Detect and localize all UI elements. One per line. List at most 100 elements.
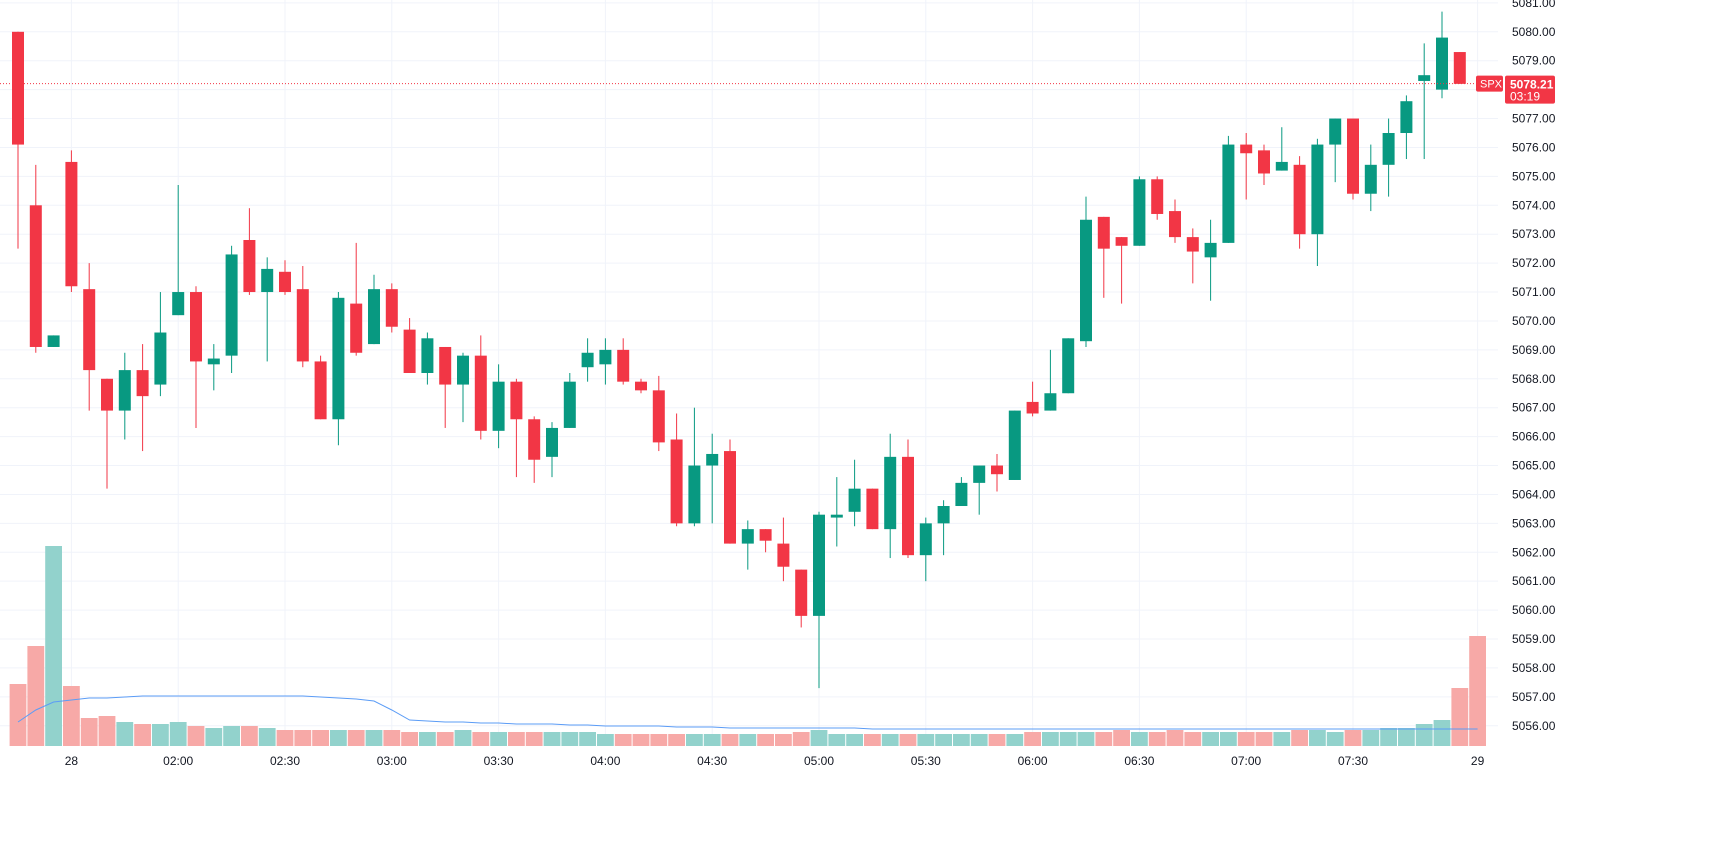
time-tick-label: 03:30	[484, 754, 514, 768]
candle	[1258, 144, 1270, 186]
price-tick-label: 5076.00	[1512, 140, 1556, 154]
candle-body	[973, 465, 986, 483]
candle	[581, 338, 594, 382]
volume-bar	[1362, 730, 1380, 746]
candle-body	[190, 292, 202, 362]
candle	[403, 318, 416, 373]
volume-bar	[258, 728, 276, 746]
candle	[279, 260, 291, 295]
candle	[706, 433, 719, 524]
volume-bar	[1148, 732, 1166, 746]
chart-grid	[0, 0, 1498, 746]
price-tick-label: 5081.00	[1512, 0, 1556, 10]
volume-bar	[152, 724, 169, 746]
volume-bar	[899, 734, 917, 746]
candle-body	[421, 338, 434, 373]
price-tick-label: 5067.00	[1512, 401, 1556, 415]
candle	[1293, 156, 1306, 249]
candle-body	[1329, 118, 1342, 145]
price-candles	[12, 11, 1466, 689]
volume-bar	[650, 734, 668, 746]
time-tick-label: 07:00	[1231, 754, 1261, 768]
candle	[243, 208, 256, 295]
candle-body	[652, 390, 665, 443]
candle-body	[368, 289, 380, 345]
candle-body	[1186, 237, 1199, 252]
candle-body	[919, 523, 932, 556]
price-badge	[1505, 75, 1555, 104]
price-tick-label: 5061.00	[1512, 574, 1556, 588]
candle-body	[1275, 161, 1288, 171]
volume-bar	[330, 730, 347, 746]
volume-bar	[1255, 732, 1273, 746]
volume-bar	[205, 728, 223, 746]
candle	[368, 274, 380, 345]
candle	[136, 344, 149, 452]
price-tick-label: 5059.00	[1512, 632, 1556, 646]
symbol-text: SPX	[1480, 79, 1503, 91]
candle-body	[955, 482, 968, 507]
volume-bar	[45, 546, 62, 746]
candle	[1453, 52, 1466, 84]
candle-body	[136, 370, 149, 397]
candle-body	[1240, 144, 1253, 154]
candle-body	[670, 439, 683, 524]
candle-body	[1097, 216, 1110, 249]
time-tick-label: 05:30	[911, 754, 941, 768]
candle-body	[296, 289, 309, 362]
volume-bar	[757, 734, 774, 746]
volume-bar	[383, 730, 401, 746]
candle-body	[474, 355, 487, 431]
candle	[759, 529, 772, 553]
candle	[1436, 11, 1448, 99]
candle	[635, 378, 647, 394]
candle	[1240, 133, 1253, 200]
volume-bar	[1344, 730, 1362, 746]
candle	[599, 338, 612, 385]
candle	[937, 500, 950, 556]
candle-body	[1062, 338, 1075, 394]
volume-bar	[1202, 732, 1219, 746]
candle	[1008, 410, 1021, 480]
volume-bar	[810, 730, 828, 746]
time-tick-label: 29	[1471, 754, 1485, 768]
last-price-label: SPX 5078.21 03:19	[1476, 75, 1555, 104]
volume-bar	[970, 734, 988, 746]
price-tick-label: 5062.00	[1512, 545, 1556, 559]
volume-bar	[1024, 732, 1041, 746]
candle	[1329, 118, 1342, 183]
candle	[1222, 135, 1235, 243]
volume-bar	[579, 732, 596, 746]
time-axis[interactable]: 28 02:00 02:30 03:00 03:30 04:00 04:30 05:00 05:…	[65, 754, 1485, 768]
candle	[866, 488, 879, 530]
volume-bar	[935, 734, 952, 746]
candle	[261, 257, 274, 362]
candle-body	[118, 370, 131, 411]
candle-body	[403, 329, 416, 373]
candle-body	[581, 352, 594, 368]
candle	[973, 465, 986, 515]
candle-body	[83, 289, 96, 371]
candle	[777, 517, 790, 582]
volume-bar	[1184, 732, 1202, 746]
volume-bar	[436, 732, 454, 746]
candle	[1097, 216, 1110, 298]
price-axis[interactable]: 5081.005080.005079.005078.005077.005076.…	[1512, 0, 1556, 733]
candle-body	[599, 349, 612, 365]
volume-bar	[401, 732, 418, 746]
candle-body	[1080, 219, 1092, 342]
price-tick-label: 5056.00	[1512, 719, 1556, 733]
candle	[1364, 144, 1377, 212]
candle	[1026, 381, 1039, 417]
candle-body	[1293, 164, 1306, 235]
price-tick-label: 5074.00	[1512, 198, 1556, 212]
volume-bar	[1095, 732, 1113, 746]
candle	[528, 416, 541, 483]
candle	[902, 439, 914, 559]
volume-bar	[1077, 732, 1095, 746]
volume-bar	[490, 732, 507, 746]
volume-bar	[1166, 730, 1184, 746]
candle	[101, 378, 113, 489]
candle	[955, 477, 968, 507]
